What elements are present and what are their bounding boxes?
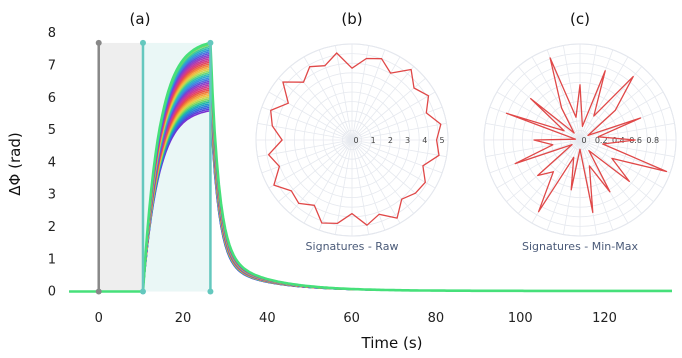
x-tick-label: 0 — [95, 311, 103, 326]
polar-chart-minmax: 0 0.2 0.4 0.6 0.8 — [483, 43, 677, 237]
polar-chart-raw: 0 1 2 3 4 5 — [255, 43, 449, 237]
polar-spoke — [579, 122, 675, 141]
shaded-region-0 — [98, 42, 143, 292]
marker-dot-top-2 — [207, 39, 214, 46]
polar-spoke — [579, 139, 614, 231]
polar-spoke — [351, 77, 426, 141]
polar-spoke — [351, 66, 415, 141]
polar-r-tick: 2 — [388, 136, 393, 145]
polar-spoke — [351, 139, 370, 235]
x-tick-label: 120 — [592, 311, 617, 326]
y-tick-label: 3 — [48, 188, 56, 203]
polar-r-tick: 3 — [405, 136, 410, 145]
polar-spoke — [496, 91, 581, 141]
y-tick-label: 4 — [48, 155, 56, 170]
polar-spoke — [351, 139, 386, 231]
polar-spoke — [261, 139, 353, 174]
polar-spoke — [278, 77, 353, 141]
polar-spoke — [579, 139, 671, 174]
polar-spoke — [579, 49, 614, 141]
polar-spoke — [496, 139, 581, 189]
polar-spoke — [546, 139, 581, 231]
polar-r-tick: 4 — [422, 136, 427, 145]
panel-label-a: (a) — [130, 10, 151, 28]
polar-r-tick: 0.4 — [612, 136, 625, 145]
x-axis-label: Time (s) — [361, 334, 423, 352]
polar-title-minmax: Signatures - Min-Max — [522, 240, 638, 253]
y-tick-label: 8 — [48, 26, 56, 41]
polar-spoke — [351, 122, 447, 141]
polar-r-tick: 0 — [581, 136, 586, 145]
polar-spoke — [351, 139, 401, 224]
polar-spoke — [278, 139, 353, 203]
polar-spoke — [351, 139, 436, 189]
polar-series-line — [267, 52, 442, 226]
polar-spoke — [351, 139, 426, 203]
y-tick-label: 6 — [48, 91, 56, 106]
y-tick-label: 5 — [48, 123, 56, 138]
polar-spoke — [289, 66, 353, 141]
polar-spoke — [268, 91, 353, 141]
polar-spoke — [579, 139, 654, 203]
polar-spoke — [303, 139, 353, 224]
polar-spoke — [517, 66, 581, 141]
polar-spoke — [351, 91, 436, 141]
y-tick-label: 7 — [48, 59, 56, 74]
panel-label-c: (c) — [570, 10, 590, 28]
polar-spoke — [303, 56, 353, 141]
polar-spoke — [334, 139, 353, 235]
polar-spoke — [351, 56, 401, 141]
polar-spoke — [531, 56, 581, 141]
polar-spoke — [334, 45, 353, 141]
polar-title-raw: Signatures - Raw — [306, 240, 399, 253]
polar-spoke — [351, 139, 415, 214]
polar-spoke — [268, 139, 353, 189]
y-axis-label: ΔΦ (rad) — [6, 132, 24, 195]
polar-spoke — [579, 56, 629, 141]
polar-spoke — [351, 139, 443, 174]
polar-spoke — [562, 45, 581, 141]
polar-r-tick: 0.2 — [595, 136, 608, 145]
polar-spoke — [351, 45, 370, 141]
x-tick-label: 20 — [175, 311, 192, 326]
marker-dot-bottom-1 — [139, 288, 146, 295]
y-tick-label: 1 — [48, 252, 56, 267]
x-tick-label: 100 — [508, 311, 533, 326]
polar-spoke — [351, 49, 386, 141]
marker-dot-top-1 — [139, 39, 146, 46]
x-tick-label: 60 — [343, 311, 360, 326]
x-tick-label: 40 — [259, 311, 276, 326]
polar-spoke — [351, 106, 443, 141]
polar-spoke — [485, 122, 581, 141]
polar-spoke — [289, 139, 353, 214]
y-tick-label: 0 — [48, 285, 56, 300]
polar-spoke — [517, 139, 581, 214]
marker-dot-bottom-2 — [207, 288, 214, 295]
marker-dot-top-0 — [95, 39, 102, 46]
polar-spoke — [351, 139, 447, 158]
signal-line — [69, 41, 672, 293]
polar-spoke — [579, 139, 664, 189]
y-tick-label: 2 — [48, 220, 56, 235]
polar-r-tick: 1 — [371, 136, 376, 145]
polar-spoke — [485, 139, 581, 158]
polar-r-tick: 0 — [353, 136, 358, 145]
polar-spoke — [579, 91, 664, 141]
panel-label-b: (b) — [341, 10, 362, 28]
polar-spoke — [257, 139, 353, 158]
x-tick-label: 80 — [428, 311, 445, 326]
polar-spoke — [579, 139, 675, 158]
polar-series-line — [505, 57, 668, 214]
polar-spoke — [261, 106, 353, 141]
polar-r-tick: 0.8 — [646, 136, 659, 145]
polar-spoke — [318, 139, 353, 231]
polar-spoke — [318, 49, 353, 141]
polar-r-tick: 5 — [439, 136, 444, 145]
marker-dot-bottom-0 — [95, 288, 102, 295]
polar-spoke — [579, 77, 654, 141]
